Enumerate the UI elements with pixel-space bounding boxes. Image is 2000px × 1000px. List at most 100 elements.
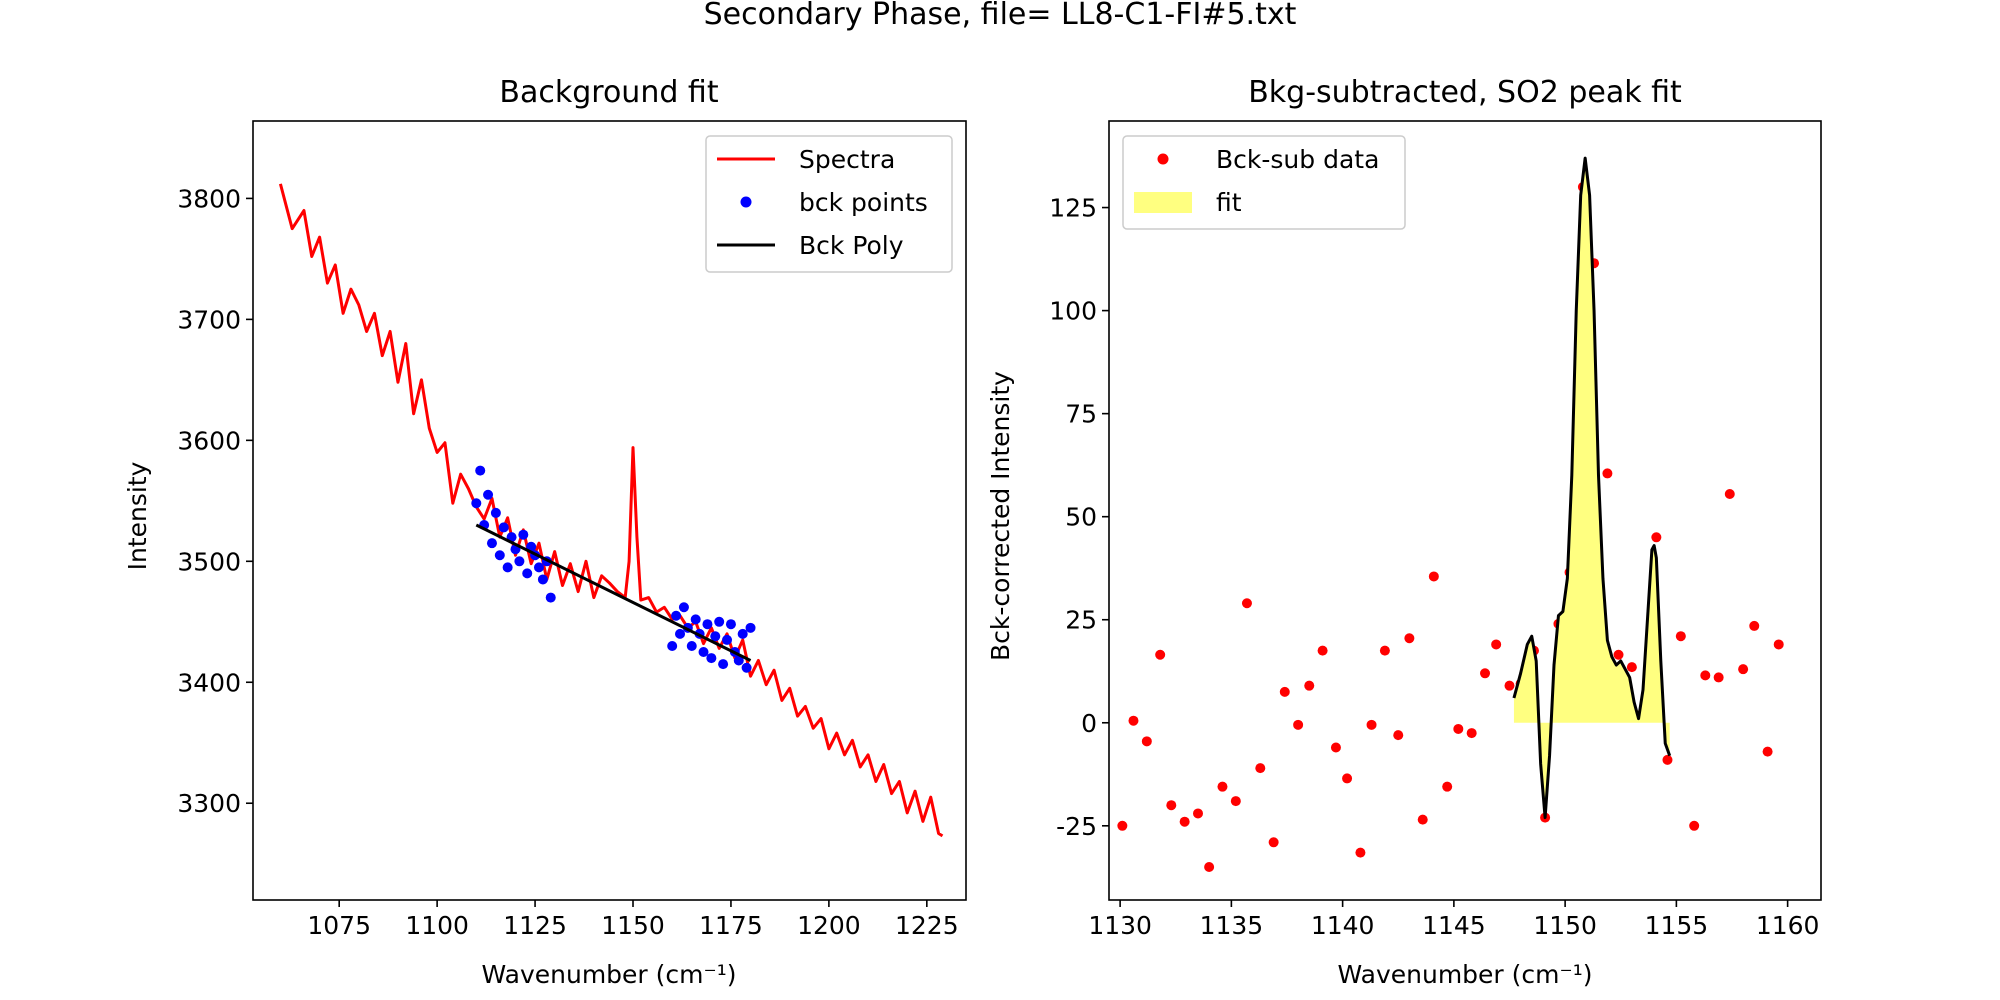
background-fit-xtick-label: 1075	[307, 911, 371, 940]
background-fit-xtick-label: 1100	[405, 911, 469, 940]
so2-peak-fit-bck-sub-data-point	[1480, 668, 1491, 679]
so2-peak-fit-bck-sub-data-point	[1724, 489, 1735, 500]
so2-peak-fit-bck-sub-data-point	[1230, 796, 1241, 807]
background-fit-xtick-label: 1150	[601, 911, 665, 940]
background-fit-bck-points-point	[733, 655, 744, 666]
background-fit-xtick-label: 1200	[797, 911, 861, 940]
background-fit-ylabel: Intensity	[123, 461, 152, 570]
background-fit-bck-points-point	[475, 465, 486, 476]
so2-peak-fit-fit-line	[1512, 156, 1672, 820]
so2-peak-fit-bck-sub-data-point	[1613, 649, 1624, 660]
so2-peak-fit-fit-area	[1513, 158, 1670, 818]
background-fit-plot-area: 1075 1100 1125 1150 1175 1200 1225 3300 3400 3500…	[177, 120, 967, 940]
so2-peak-fit-legend-label: fit	[1216, 188, 1242, 217]
background-fit-legend-label: Bck Poly	[799, 231, 904, 260]
so2-peak-fit-legend-handle	[1134, 192, 1192, 213]
so2-peak-fit-bck-sub-data-point	[1193, 808, 1203, 819]
so2-peak-fit-bck-sub-data-point	[1749, 620, 1760, 631]
so2-peak-fit-bck-sub-data-point	[1466, 728, 1477, 739]
background-fit-bck-points-point	[545, 592, 556, 603]
so2-peak-fit-bck-sub-data-point	[1217, 781, 1228, 792]
so2-peak-fit-legend: Bck-sub data fit	[1122, 135, 1406, 230]
so2-peak-fit-bck-sub-data-point	[1268, 837, 1279, 848]
background-fit-legend-handle	[740, 196, 752, 208]
so2-peak-fit-bck-sub-data-point	[1342, 773, 1353, 784]
background-fit-bck-points-point	[494, 550, 505, 561]
background-fit-bck-points-point	[678, 602, 689, 613]
background-fit-bck-points-point	[667, 640, 678, 651]
so2-peak-fit-bck-sub-data-point	[1662, 754, 1673, 765]
so2-peak-fit-bck-sub-data-point	[1366, 719, 1377, 730]
background-fit-bck-points-point	[698, 647, 709, 658]
so2-peak-fit-bck-sub-data-point	[1453, 723, 1464, 734]
background-fit-bck-points-point	[737, 628, 748, 639]
so2-peak-fit-bck-sub-data-point	[1204, 862, 1215, 873]
background-fit-xlabel: Wavenumber (cm⁻¹)	[482, 960, 737, 989]
background-fit-panel: Background fit Wavenumber (cm⁻¹) Intensi…	[123, 75, 967, 989]
so2-peak-fit-bck-sub-data-point	[1491, 639, 1502, 650]
background-fit-legend-label: Spectra	[799, 145, 895, 174]
background-fit-bck-points-point	[518, 529, 529, 540]
so2-peak-fit-bck-sub-data-point	[1626, 662, 1637, 673]
so2-peak-fit-bck-sub-data-point	[1442, 781, 1453, 792]
so2-peak-fit-axes-frame	[1108, 120, 1822, 901]
figure-title: Secondary Phase, file= LL8-C1-FI#5.txt	[704, 0, 1297, 32]
so2-peak-fit-bck-sub-data-point	[1293, 719, 1304, 730]
so2-peak-fit-ytick-label: 25	[1065, 606, 1097, 635]
so2-peak-fit-bck-sub-data-point	[1773, 639, 1784, 650]
so2-peak-fit-legend-handle	[1157, 153, 1169, 165]
background-fit-bck-points-point	[741, 662, 752, 673]
background-fit-xtick-label: 1175	[699, 911, 763, 940]
background-fit-bck-points-point	[702, 619, 713, 630]
so2-peak-fit-ytick-label: 100	[1049, 297, 1097, 326]
so2-peak-fit-xtick-label: 1155	[1645, 911, 1709, 940]
background-fit-ytick-label: 3600	[177, 426, 241, 455]
so2-peak-fit-xtick-label: 1135	[1200, 911, 1264, 940]
so2-peak-fit-bck-sub-data-point	[1179, 816, 1190, 827]
background-fit-bck-points-point	[533, 562, 544, 573]
background-fit-bck-points-point	[690, 614, 701, 625]
so2-peak-fit-xtick-label: 1160	[1756, 911, 1820, 940]
background-fit-bck-points-point	[686, 640, 697, 651]
so2-peak-fit-bck-sub-data-point	[1762, 746, 1773, 757]
background-fit-bck-points-point	[725, 619, 736, 630]
so2-peak-fit-ytick-label: 0	[1081, 709, 1097, 738]
so2-peak-fit-bck-sub-data-point	[1700, 670, 1711, 681]
so2-peak-fit-bck-sub-data-point	[1393, 730, 1404, 741]
background-fit-bck-points-point	[498, 522, 509, 533]
so2-peak-fit-plot-area: 1130 1135 1140 1145 1150 1155 1160 -25 0 25 50 75 10…	[1049, 120, 1822, 940]
so2-peak-fit-xtick-label: 1145	[1422, 911, 1486, 940]
so2-peak-fit-bck-sub-data-point	[1689, 820, 1700, 831]
background-fit-xtick-label: 1225	[895, 911, 959, 940]
so2-peak-fit-bck-sub-data-point	[1317, 645, 1328, 656]
background-fit-bck-points-point	[671, 610, 682, 621]
so2-peak-fit-ylabel: Bck-corrected Intensity	[986, 371, 1015, 661]
background-fit-bck-points-point	[714, 616, 725, 627]
so2-peak-fit-title: Bkg-subtracted, SO2 peak fit	[1248, 75, 1682, 110]
so2-peak-fit-bck-sub-data-point	[1255, 763, 1266, 774]
background-fit-bck-points-point	[522, 568, 533, 579]
so2-peak-fit-bck-sub-data-point	[1279, 686, 1290, 697]
background-fit-bck-points-point	[486, 538, 497, 549]
so2-peak-fit-bck-sub-data-point	[1675, 631, 1686, 642]
so2-peak-fit-bck-sub-data-point	[1141, 736, 1152, 747]
so2-peak-fit-bck-sub-data-point	[1428, 571, 1439, 582]
background-fit-bck-points-point	[706, 653, 717, 664]
background-fit-bck-points-point	[471, 498, 482, 509]
background-fit-ytick-label: 3400	[177, 668, 241, 697]
background-fit-axes-frame	[252, 120, 967, 901]
so2-peak-fit-bck-sub-data-point	[1304, 680, 1315, 691]
so2-peak-fit-bck-sub-data-point	[1155, 649, 1166, 660]
so2-peak-fit-bck-sub-data-point	[1602, 468, 1613, 479]
background-fit-bck-points-point	[502, 562, 513, 573]
background-fit-ytick-label: 3300	[177, 789, 241, 818]
so2-peak-fit-bck-sub-data-point	[1330, 742, 1341, 753]
background-fit-ytick-label: 3500	[177, 547, 241, 576]
so2-peak-fit-ytick-label: 50	[1065, 503, 1097, 532]
background-fit-bck-points-point	[718, 659, 729, 670]
so2-peak-fit-xlabel: Wavenumber (cm⁻¹)	[1338, 960, 1593, 989]
background-fit-bck-points-point	[514, 556, 525, 567]
so2-peak-fit-bck-sub-data-point	[1128, 715, 1139, 726]
so2-peak-fit-bck-sub-data-point	[1355, 847, 1366, 858]
